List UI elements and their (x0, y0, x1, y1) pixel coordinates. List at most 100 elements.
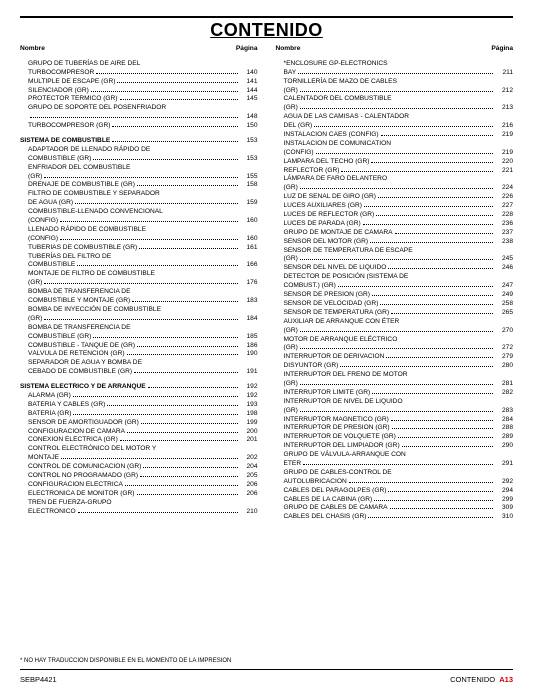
toc-page: 159 (240, 199, 258, 208)
toc-entry-continuation: BOMBA DE INYECCIÓN DE COMBUSTIBLE (20, 306, 258, 315)
toc-label: GRUPO DE CABLES DE CÁMARA (276, 504, 388, 513)
leader-dots (93, 337, 237, 338)
toc-page: 284 (495, 416, 513, 425)
toc-label: (GR) (276, 327, 298, 336)
toc-entry: (CONFIG)160 (20, 235, 258, 244)
toc-label: COMBUSTIBLE (GR) (20, 155, 91, 164)
leader-dots (96, 73, 237, 74)
leader-dots (127, 354, 238, 355)
leader-dots (349, 482, 493, 483)
leader-dots (77, 265, 237, 266)
toc-page: 247 (495, 282, 513, 291)
toc-label: DEL (GR) (276, 122, 313, 131)
toc-label: CONFIGURACIÓN ELÉCTRICA (20, 481, 123, 490)
leader-dots (338, 286, 493, 287)
toc-entry: (CONFIG)160 (20, 217, 258, 226)
toc-page: 219 (495, 131, 513, 140)
leader-dots (143, 467, 237, 468)
toc-entry-continuation: INTERRUPTOR DEL FRENO DE MOTOR (276, 371, 514, 380)
leader-dots (395, 233, 493, 234)
toc-entry: COMBUSTIBLE - TANQUE DE (GR)186 (20, 342, 258, 351)
toc-page: 212 (495, 87, 513, 96)
toc-entry: AUTOLUBRICACIÓN292 (276, 478, 514, 487)
leader-dots (300, 411, 493, 412)
leader-dots (341, 171, 493, 172)
toc-label: SILENCIADOR (GR) (20, 87, 89, 96)
toc-page: 236 (495, 220, 513, 229)
toc-entry: (CONFIG)219 (276, 149, 514, 158)
toc-entry: ELECTRONICA DE MONITOR (GR)206 (20, 490, 258, 499)
leader-dots (44, 177, 237, 178)
toc-page: 245 (495, 255, 513, 264)
toc-page: 202 (240, 454, 258, 463)
leader-dots (30, 117, 238, 118)
toc-entry: COMBUST.) (GR) 247 (276, 282, 514, 291)
leader-dots (112, 126, 237, 127)
header-page: Página (491, 45, 513, 54)
leader-dots (78, 512, 238, 513)
toc-entry: ÉTER291 (276, 460, 514, 469)
toc-entry: INTERRUPTOR DE PRESIÓN (GR)288 (276, 424, 514, 433)
toc-label: SENSOR DE AMORTIGUADOR (GR) (20, 419, 139, 428)
toc-label: DE AGUA (GR) (20, 199, 73, 208)
toc-entry: INTERRUPTOR DEL LIMPIADOR (GR)290 (276, 442, 514, 451)
header-page: Página (236, 45, 258, 54)
leader-dots (91, 91, 238, 92)
leader-dots (392, 428, 493, 429)
toc-label: SENSOR DEL NIVEL DE LÍQUIDO (276, 264, 387, 273)
toc-page: 294 (495, 487, 513, 496)
leader-dots (120, 440, 238, 441)
toc-entry: TURBOCOMPRESOR (GR)150 (20, 122, 258, 131)
toc-page: 216 (495, 122, 513, 131)
toc-label: INSTALACIÓN CAES (CONFIG) (276, 131, 379, 140)
toc-label: (GR) (276, 184, 298, 193)
toc-entry: (GR)281 (276, 380, 514, 389)
toc-entry: SENSOR DEL MOTOR (GR)238 (276, 238, 514, 247)
toc-label: INTERRUPTOR DEL LIMPIADOR (GR) (276, 442, 400, 451)
toc-label: GRUPO DE MONTAJE DE CÁMARA (276, 229, 393, 238)
toc-label: INTERRUPTOR MAGNÉTICO (GR) (276, 416, 389, 425)
leader-dots (73, 396, 238, 397)
toc-label: TURBOCOMPRESOR (20, 69, 94, 78)
toc-entry: BATERÍA Y CABLES (GR)193 (20, 401, 258, 410)
toc-label: INTERRUPTOR DE VOLQUETE (GR) (276, 433, 396, 442)
leader-dots (372, 295, 493, 296)
toc-entry: DISYUNTOR (GR)280 (276, 362, 514, 371)
footer-left: SEBP4421 (20, 675, 57, 684)
leader-dots (376, 215, 493, 216)
toc-label: COMBUST.) (GR) (276, 282, 336, 291)
leader-dots (141, 423, 238, 424)
toc-label: CONEXIÓN ELÉCTRICA (GR) (20, 436, 118, 445)
toc-page: 193 (240, 401, 258, 410)
toc-entry: BAY211 (276, 69, 514, 78)
toc-section: SISTEMA ELECTRICO Y DE ARRANQUE192 (20, 383, 258, 392)
leader-dots (303, 464, 493, 465)
footnote: * NO HAY TRADUCCION DISPONIBLE EN EL MOM… (20, 658, 231, 664)
toc-label: CABLES DEL PARAGOLPES (GR) (276, 487, 387, 496)
toc-entry: MÚLTIPLE DE ESCAPE (GR)141 (20, 78, 258, 87)
toc-label: CEBADO DE COMBUSTIBLE (GR) (20, 368, 132, 377)
toc-entry: (GR)245 (276, 255, 514, 264)
toc-label: CABLES DE LA CABINA (GR) (276, 496, 373, 505)
toc-entry: (GR)155 (20, 173, 258, 182)
toc-label: DISYUNTOR (GR) (276, 362, 339, 371)
toc-page: 310 (495, 513, 513, 522)
toc-label: BAY (276, 69, 297, 78)
right-column: Nombre Página *ENCLOSURE GP-ELECTRONICSB… (276, 45, 514, 522)
leader-dots (60, 239, 237, 240)
toc-entry: (GR)213 (276, 104, 514, 113)
toc-page: 145 (240, 95, 258, 104)
leader-dots (134, 372, 237, 373)
leader-dots (300, 348, 493, 349)
toc-label: MÚLTIPLE DE ESCAPE (GR) (20, 78, 115, 87)
toc-label: INTERRUPTOR DE PRESIÓN (GR) (276, 424, 390, 433)
toc-entry: LÁMPARA DEL TECHO (GR)220 (276, 158, 514, 167)
toc-page: 183 (240, 297, 258, 306)
leader-dots (75, 203, 237, 204)
toc-entry-continuation: BOMBA DE TRANSFERENCIA DE (20, 324, 258, 333)
footer-right-label: CONTENIDO (450, 675, 495, 684)
leader-dots (388, 491, 493, 492)
toc-label: AUTOLUBRICACIÓN (276, 478, 347, 487)
toc-page: 153 (240, 155, 258, 164)
column-header: Nombre Página (20, 45, 258, 54)
